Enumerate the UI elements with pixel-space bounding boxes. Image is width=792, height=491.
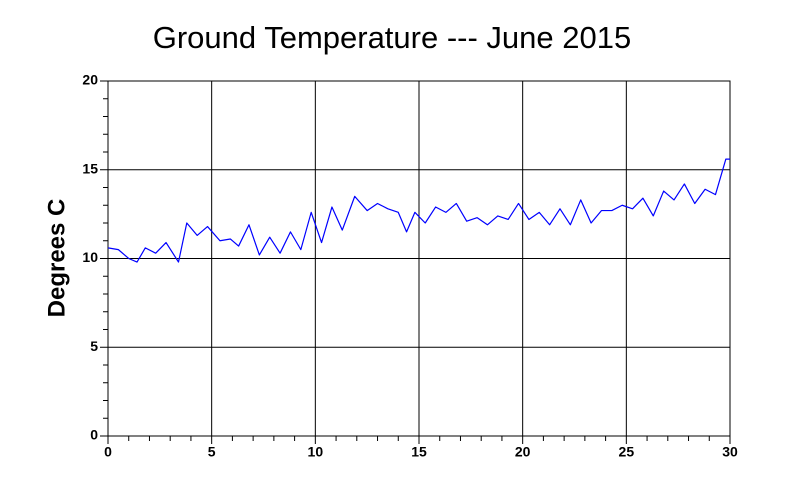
y-tick-label: 5 <box>90 338 98 354</box>
data-line <box>107 158 730 263</box>
x-tick-label: 10 <box>308 444 324 460</box>
x-tick-label: 0 <box>104 444 112 460</box>
x-tick-label: 20 <box>515 444 531 460</box>
y-tick-label: 15 <box>82 160 98 176</box>
plot-frame <box>107 80 731 437</box>
y-axis-label: Degrees C <box>43 199 70 318</box>
chart-title: Ground Temperature --- June 2015 <box>153 20 631 55</box>
x-tick-label: 5 <box>208 444 216 460</box>
x-tick-label: 15 <box>411 444 427 460</box>
y-tick-label: 0 <box>90 427 98 443</box>
x-tick-label: 30 <box>722 444 738 460</box>
y-tick-label: 20 <box>82 72 98 88</box>
x-tick-label: 25 <box>619 444 635 460</box>
y-tick-label: 10 <box>82 249 98 265</box>
